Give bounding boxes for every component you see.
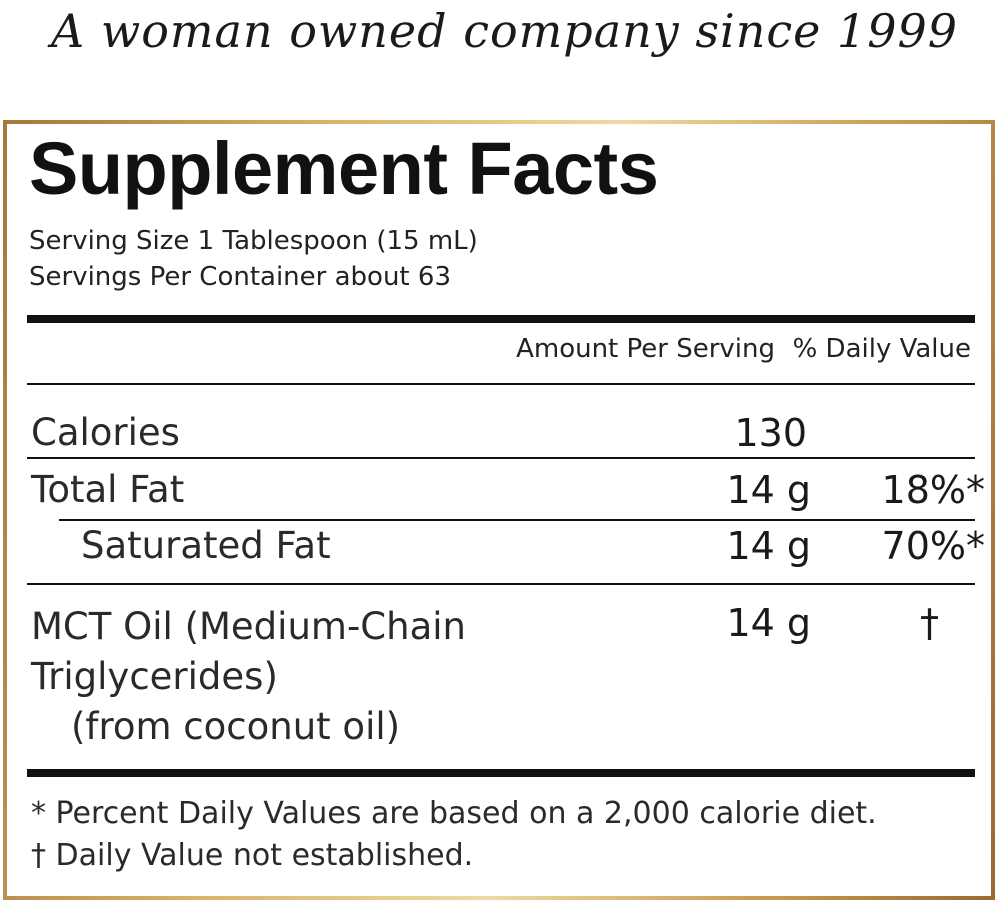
column-header-amount: Amount Per Serving [516,334,775,364]
row-mct-oil-amount: 14 g [726,601,811,645]
row-mct-oil-label-line1: MCT Oil (Medium-Chain [31,605,466,648]
supplement-facts-panel: Supplement Facts Serving Size 1 Tablespo… [3,120,995,900]
footnote-not-established: † Daily Value not established. [31,838,474,873]
row-mct-oil-label-line2: Triglycerides) [31,655,278,698]
footnote-daily-values: * Percent Daily Values are based on a 2,… [31,796,877,831]
row-saturated-fat-label: Saturated Fat [81,524,331,567]
row-mct-oil-dv: † [920,601,939,645]
divider-total-fat [59,519,975,521]
thick-divider-top [27,315,975,323]
divider-calories [27,457,975,459]
row-total-fat-dv: 18%* [881,468,985,512]
divider-header [27,383,975,385]
servings-per-container: Servings Per Container about 63 [29,262,451,292]
serving-size: Serving Size 1 Tablespoon (15 mL) [29,226,478,256]
row-calories-amount: 130 [734,411,807,455]
row-calories-label: Calories [31,411,180,454]
row-total-fat-label: Total Fat [31,468,185,511]
column-header-daily-value: % Daily Value [792,334,971,364]
thick-divider-bottom [27,769,975,777]
panel-title: Supplement Facts [29,127,659,210]
row-total-fat-amount: 14 g [726,468,811,512]
tagline: A woman owned company since 1999 [51,4,958,58]
divider-saturated-fat [27,583,975,585]
row-saturated-fat-amount: 14 g [726,524,811,568]
row-saturated-fat-dv: 70%* [881,524,985,568]
row-mct-oil-label-line3: (from coconut oil) [71,705,401,748]
